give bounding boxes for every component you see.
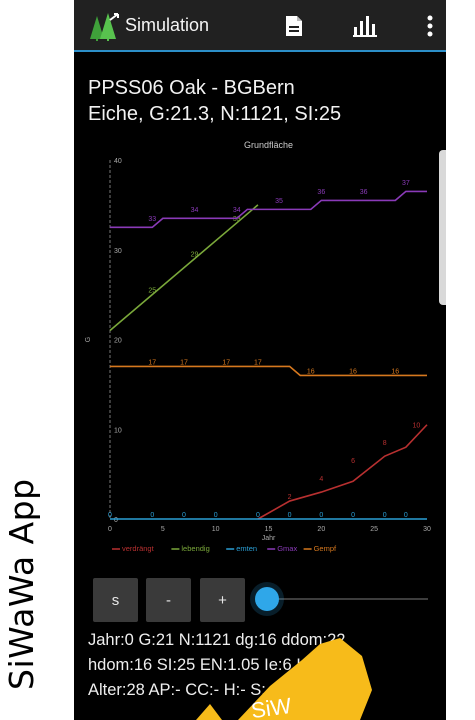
x-tick-label: 30 [423, 526, 431, 533]
year-slider-thumb[interactable] [255, 587, 279, 611]
app-bar: Simulation [74, 0, 446, 52]
arrow-shape [238, 638, 372, 720]
series-line-verdrängt [257, 424, 428, 520]
document-icon[interactable] [280, 12, 308, 40]
data-label: 6 [351, 458, 355, 465]
data-label: 16 [349, 368, 357, 375]
plus-button[interactable]: + [200, 578, 245, 622]
x-tick-label: 0 [108, 526, 112, 533]
arrow-shape-left [196, 704, 222, 720]
y-tick-label: 40 [114, 158, 122, 165]
legend-entry: verdrängt [122, 544, 155, 553]
data-label: 8 [383, 440, 387, 447]
y-tick-label: 10 [114, 427, 122, 434]
legend-entry: lebendig [181, 544, 209, 553]
data-label: 0 [256, 512, 260, 519]
data-label: 10 [413, 422, 421, 429]
data-label: 4 [319, 476, 323, 483]
tree-logo-icon [90, 13, 119, 41]
chart-title: Grundfläche [244, 140, 293, 150]
data-label: 16 [307, 368, 315, 375]
data-label: 0 [351, 512, 355, 519]
x-tick-label: 25 [370, 526, 378, 533]
stand-summary: Eiche, G:21.3, N:1121, SI:25 [88, 103, 342, 125]
data-label: 0 [383, 512, 387, 519]
bar-chart-icon[interactable] [351, 12, 379, 40]
data-label: 0 [214, 512, 218, 519]
data-label: 0 [404, 512, 408, 519]
app-title: Simulation [125, 15, 210, 35]
data-label: 0 [182, 512, 186, 519]
x-axis-label: Jahr [262, 535, 276, 542]
x-tick-label: 20 [317, 526, 325, 533]
data-label: 25 [148, 288, 156, 295]
stats-line-1: Jahr:0 G:21 N:1121 dg:16 ddom:22 [88, 631, 346, 649]
data-label: 0 [150, 512, 154, 519]
data-label: 0 [319, 512, 323, 519]
data-label: 36 [317, 189, 325, 196]
legend-entry: Gmax [277, 544, 297, 553]
stand-title: PPSS06 Oak - BGBern [88, 77, 295, 99]
data-label: 0 [108, 512, 112, 519]
phone-screen: Simulation [74, 0, 446, 720]
data-label: 17 [148, 359, 156, 366]
stats-panel: Jahr:0 G:21 N:1121 dg:16 ddom:22 hdom:16… [88, 628, 345, 703]
series-line-lebendig [109, 204, 259, 332]
minus-button[interactable]: - [146, 578, 191, 622]
data-label: 0 [288, 512, 292, 519]
data-label: 34 [191, 207, 199, 214]
stand-header: PPSS06 Oak - BGBern Eiche, G:21.3, N:112… [88, 75, 341, 127]
stats-line-2: hdom:16 SI:25 EN:1.05 Ie:6 Iv:0 [88, 656, 323, 674]
overflow-menu-icon[interactable] [416, 12, 444, 40]
y-tick-label: 0 [114, 517, 118, 524]
legend-entry: Gempf [314, 544, 337, 553]
series-line-gempf [110, 365, 427, 377]
data-label: 16 [391, 368, 399, 375]
data-label: 29 [191, 252, 199, 259]
year-slider-track[interactable] [268, 598, 428, 600]
data-label: 37 [402, 180, 410, 187]
y-tick-label: 30 [114, 248, 122, 255]
series-line-gmax [110, 190, 427, 229]
data-label: 34 [233, 207, 241, 214]
data-label: 33 [148, 216, 156, 223]
data-label: 17 [222, 359, 230, 366]
data-label: 36 [360, 189, 368, 196]
legend-entry: emten [236, 544, 257, 553]
data-label: 17 [254, 359, 262, 366]
stats-line-3: Alter:28 AP:- CC:- H:- S:- [88, 681, 272, 699]
data-label: 35 [275, 198, 283, 205]
data-label: 33 [233, 216, 241, 223]
scroll-handle[interactable] [439, 150, 446, 305]
x-tick-label: 5 [161, 526, 165, 533]
step-button[interactable]: s [93, 578, 138, 622]
y-tick-label: 20 [114, 338, 122, 345]
data-label: 2 [288, 494, 292, 501]
x-tick-label: 10 [212, 526, 220, 533]
y-axis-label: G [85, 337, 92, 342]
x-tick-label: 15 [265, 526, 273, 533]
overlay-text: SiW [249, 693, 293, 720]
data-label: 17 [180, 359, 188, 366]
